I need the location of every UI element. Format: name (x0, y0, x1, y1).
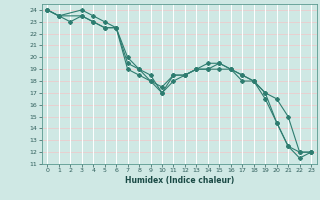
X-axis label: Humidex (Indice chaleur): Humidex (Indice chaleur) (124, 176, 234, 185)
